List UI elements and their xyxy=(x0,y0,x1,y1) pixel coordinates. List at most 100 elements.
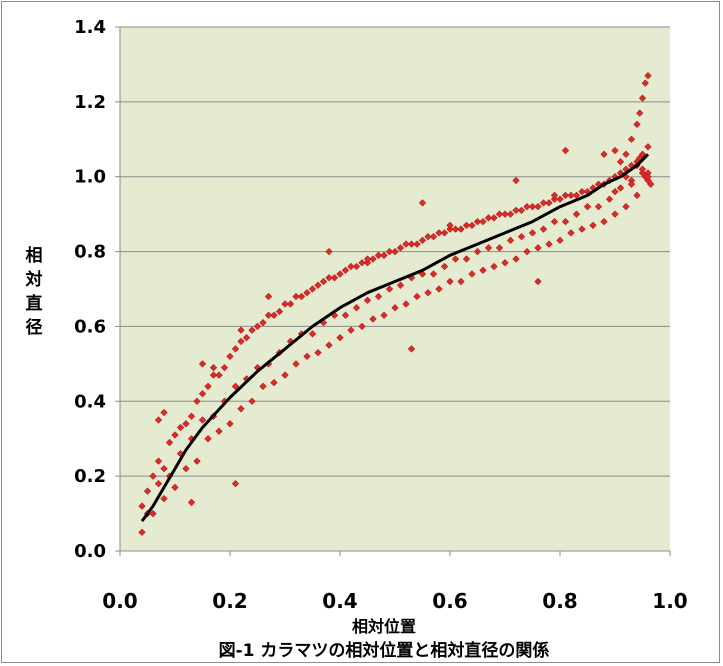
data-point xyxy=(149,509,157,518)
data-point xyxy=(512,206,520,215)
data-point xyxy=(369,315,377,323)
data-point xyxy=(528,229,537,237)
y-tick-label: 1.4 xyxy=(74,17,106,38)
data-point xyxy=(550,218,559,226)
data-point xyxy=(154,416,163,424)
x-tick-label: 0.6 xyxy=(432,589,467,613)
data-point xyxy=(523,203,531,211)
data-point xyxy=(220,363,229,372)
y-tick-label: 0.2 xyxy=(74,466,106,487)
data-point xyxy=(369,255,377,263)
data-point xyxy=(297,292,306,301)
data-point xyxy=(512,255,520,263)
data-point xyxy=(303,289,311,297)
data-point xyxy=(490,262,498,271)
data-point xyxy=(633,120,641,128)
y-tick-label: 0.8 xyxy=(74,242,106,263)
data-point xyxy=(429,232,438,241)
data-point xyxy=(550,191,559,200)
data-point xyxy=(171,431,179,439)
data-point xyxy=(347,262,355,271)
data-point xyxy=(248,326,256,334)
data-point xyxy=(457,277,465,286)
data-point xyxy=(424,289,432,297)
data-point xyxy=(209,371,218,379)
data-point xyxy=(253,322,262,331)
data-point xyxy=(641,79,649,87)
data-point xyxy=(539,225,548,233)
data-point xyxy=(578,188,586,196)
data-point xyxy=(457,225,465,233)
data-point xyxy=(396,244,405,252)
data-point xyxy=(231,480,240,488)
data-point xyxy=(429,270,438,278)
data-point xyxy=(418,199,427,207)
data-point xyxy=(506,236,515,244)
x-tick-label: 0.4 xyxy=(322,589,357,613)
data-point xyxy=(473,218,482,226)
y-tick-labels: 0.0 0.2 0.4 0.6 0.8 1.0 1.2 1.4 xyxy=(74,17,106,562)
data-point xyxy=(446,277,454,286)
data-point xyxy=(644,173,652,181)
data-point xyxy=(275,307,284,316)
x-tick-labels: 0.0 0.2 0.4 0.6 0.8 1.0 xyxy=(102,589,687,613)
data-point xyxy=(622,203,630,211)
data-point xyxy=(402,240,410,248)
figure-caption: 図-1 カラマツの相対位置と相対直径の関係 xyxy=(219,640,550,661)
data-point xyxy=(501,259,509,267)
data-point xyxy=(259,319,267,327)
data-point xyxy=(385,247,394,256)
data-point xyxy=(380,251,388,259)
data-point xyxy=(171,483,179,491)
data-point xyxy=(182,420,190,428)
data-point xyxy=(407,240,416,248)
data-point xyxy=(303,352,311,360)
plot-background xyxy=(120,27,670,551)
data-point xyxy=(341,311,350,319)
data-point xyxy=(490,214,498,222)
data-point xyxy=(226,420,234,428)
data-point xyxy=(209,363,218,372)
data-point xyxy=(143,487,152,495)
data-point xyxy=(534,244,542,252)
data-point xyxy=(138,502,146,510)
data-point xyxy=(374,292,383,301)
data-point xyxy=(154,457,163,465)
data-point xyxy=(204,382,212,390)
data-point xyxy=(198,390,207,398)
data-point xyxy=(561,191,570,200)
data-point xyxy=(319,277,328,286)
data-point xyxy=(358,322,366,331)
data-point xyxy=(330,274,339,282)
data-point xyxy=(407,345,416,353)
data-point xyxy=(512,176,520,185)
y-axis-label: 相対直径 xyxy=(25,245,43,338)
y-tick-label: 1.0 xyxy=(74,167,106,188)
data-point xyxy=(484,244,493,252)
data-point xyxy=(176,423,185,432)
x-tick-label: 0.0 xyxy=(102,589,137,613)
data-point xyxy=(341,266,350,274)
data-point xyxy=(638,165,647,173)
scatter-points xyxy=(138,72,655,536)
data-point xyxy=(611,188,619,196)
data-point xyxy=(594,203,603,211)
data-point xyxy=(259,382,267,390)
data-point xyxy=(325,274,333,282)
data-point xyxy=(352,304,361,312)
data-point xyxy=(231,382,240,390)
data-point xyxy=(600,218,608,226)
data-point xyxy=(402,300,410,308)
data-point xyxy=(501,210,509,218)
data-point xyxy=(462,221,471,229)
x-axis-label: 相対位置 xyxy=(352,617,416,636)
data-point xyxy=(440,262,449,271)
data-point xyxy=(561,218,570,226)
data-point xyxy=(363,255,372,263)
data-point xyxy=(627,135,636,143)
data-point xyxy=(281,300,289,308)
data-point xyxy=(611,146,619,155)
data-point xyxy=(636,109,644,117)
data-point xyxy=(440,229,449,237)
